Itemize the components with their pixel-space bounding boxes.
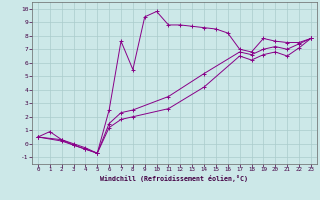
X-axis label: Windchill (Refroidissement éolien,°C): Windchill (Refroidissement éolien,°C) <box>100 175 248 182</box>
